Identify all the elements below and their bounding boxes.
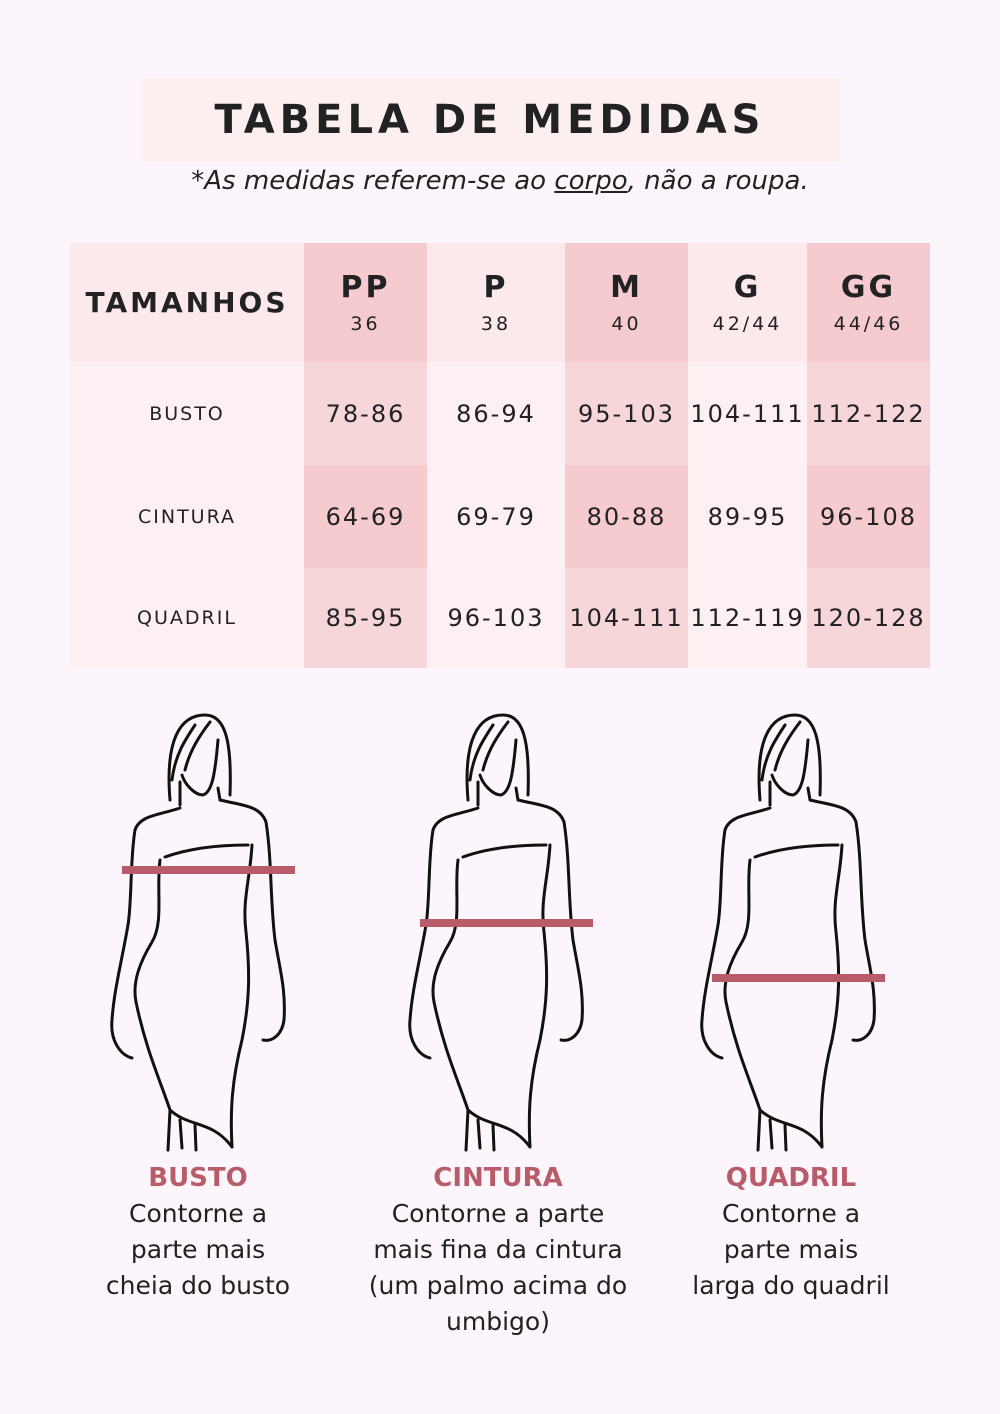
size-header-g: G 42/44 [688,243,807,362]
table-cell: 104-111 [688,362,807,465]
size-number: 40 [611,313,642,335]
guide-text: Contorne a parte mais larga do quadril [692,1199,890,1300]
body-silhouette-icon [700,713,885,1152]
header-label: TAMANHOS [85,286,289,319]
measure-value: 95-103 [577,399,675,428]
table-cell: 95-103 [565,362,688,465]
row-label: CINTURA [137,505,237,528]
body-silhouette-icon [408,713,593,1152]
size-number: 38 [480,313,512,335]
measure-value: 89-95 [707,502,788,531]
table-cell: 112-119 [688,568,807,668]
header-cell-tamanhos: TAMANHOS [70,243,304,362]
size-name: G [733,270,762,305]
table-cell: 64-69 [304,465,427,568]
subtitle-suffix: , não a roupa. [627,166,809,196]
guide-title: QUADRIL [725,1163,857,1193]
measure-value: 112-119 [690,604,805,632]
table-cell: 96-108 [807,465,930,568]
size-table: TAMANHOS PP 36 P 38 M 40 G 42/44 GG 44/46 BUSTO 78-8… [70,243,930,668]
title-banner: TABELA DE MEDIDAS [140,78,840,162]
row-label: QUADRIL [137,607,237,629]
measure-value: 96-108 [819,502,917,531]
measure-band [712,974,885,982]
measure-value: 78-86 [325,399,406,428]
subtitle-prefix: *As medidas referem-se ao [191,166,555,196]
table-cell: 85-95 [304,568,427,668]
measure-value: 104-111 [690,399,805,428]
guide-cintura: CINTURA Contorne a parte mais fina da cin… [328,1160,668,1340]
measure-band [122,866,295,874]
measure-value: 86-94 [456,399,536,428]
table-cell: 86-94 [427,362,565,465]
measure-value: 64-69 [325,502,406,531]
guide-title: CINTURA [433,1163,563,1193]
guide-text: Contorne a parte mais fina da cintura (u… [368,1199,628,1336]
figure-cintura [398,700,618,1160]
size-number: 44/46 [833,313,904,335]
figure-busto [100,700,320,1160]
row-label-cell: CINTURA [70,465,304,568]
size-name: P [483,270,509,305]
measure-value: 120-128 [811,604,926,632]
size-name: M [610,270,643,305]
table-cell: 120-128 [807,568,930,668]
size-header-p: P 38 [427,243,565,362]
page-title: TABELA DE MEDIDAS [214,97,766,143]
guide-busto: BUSTO Contorne a parte mais cheia do bust… [28,1160,368,1304]
size-header-gg: GG 44/46 [807,243,930,362]
table-cell: 96-103 [427,568,565,668]
measure-value: 104-111 [569,604,684,632]
guide-title: BUSTO [148,1163,248,1193]
guide-text: Contorne a parte mais cheia do busto [105,1199,291,1300]
size-number: 36 [350,313,381,335]
row-label-cell: QUADRIL [70,568,304,668]
measure-value: 85-95 [325,604,406,632]
figure-quadril [690,700,910,1160]
guide-quadril: QUADRIL Contorne a parte mais larga do qu… [621,1160,961,1304]
measure-value: 80-88 [586,502,667,531]
measure-value: 69-79 [456,502,536,531]
size-name: PP [340,270,391,305]
body-silhouette-icon [110,713,295,1152]
measure-band [420,919,593,927]
size-header-pp: PP 36 [304,243,427,362]
size-number: 42/44 [712,313,783,335]
table-cell: 80-88 [565,465,688,568]
subtitle: *As medidas referem-se ao corpo, não a r… [0,166,1000,196]
measure-value: 96-103 [447,604,545,632]
subtitle-underlined: corpo [554,166,628,196]
size-header-m: M 40 [565,243,688,362]
table-cell: 89-95 [688,465,807,568]
row-label-cell: BUSTO [70,362,304,465]
measure-value: 112-122 [811,399,926,428]
row-label: BUSTO [149,402,225,425]
size-name: GG [840,270,897,305]
table-cell: 104-111 [565,568,688,668]
table-cell: 69-79 [427,465,565,568]
table-cell: 112-122 [807,362,930,465]
table-cell: 78-86 [304,362,427,465]
